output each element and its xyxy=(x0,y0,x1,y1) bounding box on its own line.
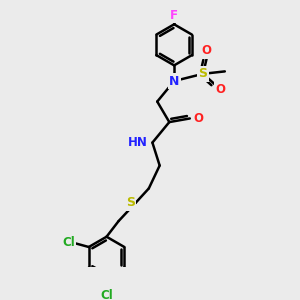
Text: F: F xyxy=(170,9,178,22)
Text: Cl: Cl xyxy=(100,290,113,300)
Text: S: S xyxy=(199,67,208,80)
Text: O: O xyxy=(202,44,212,57)
Text: O: O xyxy=(193,112,203,125)
Text: Cl: Cl xyxy=(62,236,75,249)
Text: S: S xyxy=(126,196,135,209)
Text: O: O xyxy=(215,83,225,96)
Text: N: N xyxy=(169,74,179,88)
Text: HN: HN xyxy=(128,136,148,149)
